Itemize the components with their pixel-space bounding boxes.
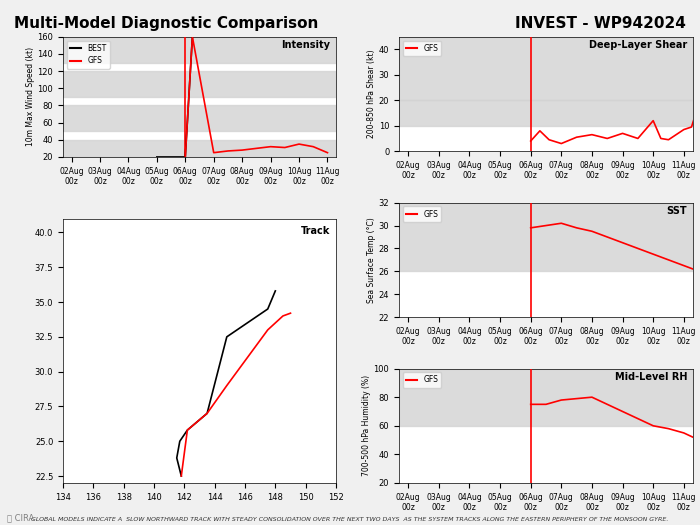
Bar (63, 71, 336, 97)
Y-axis label: 200-850 hPa Shear (kt): 200-850 hPa Shear (kt) (367, 50, 376, 138)
Legend: GFS: GFS (402, 40, 442, 56)
Bar (399, 37, 693, 100)
Bar (63, 37, 336, 62)
Bar (63, 106, 336, 131)
Text: Intensity: Intensity (281, 40, 330, 50)
Y-axis label: 700-500 hPa Humidity (%): 700-500 hPa Humidity (%) (362, 375, 371, 476)
Y-axis label: 10m Max Wind Speed (kt): 10m Max Wind Speed (kt) (26, 47, 34, 146)
Text: SST: SST (666, 206, 687, 216)
Legend: GFS: GFS (402, 372, 442, 387)
Text: INVEST - WP942024: INVEST - WP942024 (515, 16, 686, 31)
Text: Mid-Level RH: Mid-Level RH (615, 372, 687, 382)
Text: Multi-Model Diagnostic Comparison: Multi-Model Diagnostic Comparison (14, 16, 318, 31)
Bar (399, 100, 693, 126)
Legend: BEST, GFS: BEST, GFS (66, 40, 110, 68)
Legend: GFS: GFS (402, 206, 442, 222)
Y-axis label: Sea Surface Temp (°C): Sea Surface Temp (°C) (367, 217, 376, 303)
Text: Track: Track (301, 226, 330, 236)
Text: Ⓒ CIRA: Ⓒ CIRA (7, 513, 34, 522)
Text: Deep-Layer Shear: Deep-Layer Shear (589, 40, 687, 50)
Text: GLOBAL MODELS INDICATE A  SLOW NORTHWARD TRACK WITH STEADY CONSOLIDATION OVER TH: GLOBAL MODELS INDICATE A SLOW NORTHWARD … (32, 517, 668, 522)
Bar (63, 140, 336, 157)
Bar (399, 369, 693, 426)
Bar (399, 203, 693, 271)
